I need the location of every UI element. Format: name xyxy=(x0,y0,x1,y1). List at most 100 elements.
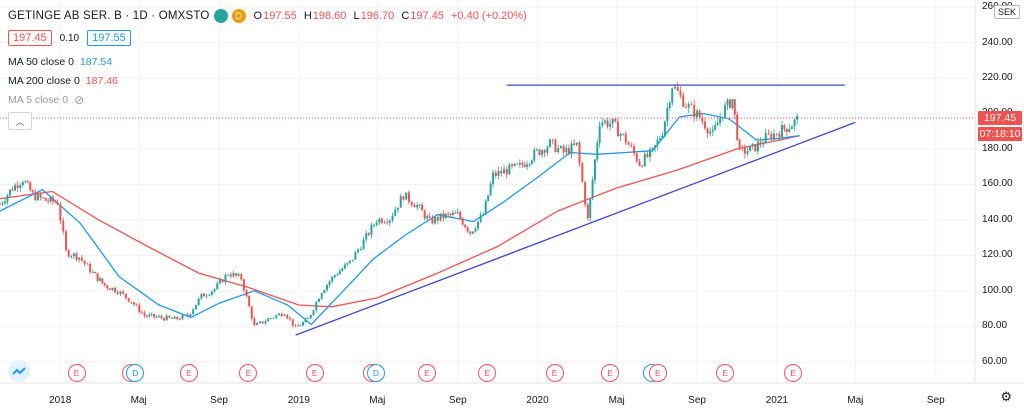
earnings-event-marker[interactable]: E xyxy=(545,364,564,382)
delayed-data-badge[interactable]: D xyxy=(231,9,246,23)
candle xyxy=(633,143,636,156)
dividend-event-marker[interactable]: D xyxy=(367,364,385,382)
candle-body xyxy=(114,287,117,293)
candle xyxy=(370,222,373,238)
candle-body xyxy=(148,314,151,317)
candle xyxy=(354,251,357,260)
candle xyxy=(72,252,75,260)
candle xyxy=(619,132,622,141)
candle xyxy=(163,317,166,322)
currency-badge[interactable]: SEK xyxy=(993,5,1020,19)
candle-body xyxy=(122,291,125,294)
time-axis-label: Maj xyxy=(608,395,625,406)
candle-body xyxy=(331,276,334,282)
candle-body xyxy=(388,220,391,223)
last-price-tag: 197.45 xyxy=(978,111,1022,125)
candle xyxy=(500,166,503,177)
candle-body xyxy=(521,163,524,165)
candle xyxy=(245,288,248,298)
earnings-event-marker[interactable]: E xyxy=(601,364,620,382)
chart-legend: GETINGE AB SER. B · 1D · OMXSTO D O197.5… xyxy=(8,6,531,131)
candle xyxy=(778,131,781,142)
candle xyxy=(663,120,666,138)
candle xyxy=(240,272,243,282)
candle xyxy=(168,315,171,319)
candle xyxy=(790,125,793,130)
low-value: 196.70 xyxy=(360,10,395,22)
candle-body xyxy=(428,216,431,218)
candle xyxy=(229,271,232,279)
candle-body xyxy=(256,323,259,325)
candle-body xyxy=(65,231,68,250)
earnings-event-marker[interactable]: E xyxy=(305,364,324,382)
candle-body xyxy=(304,318,307,323)
dividend-event-marker[interactable]: D xyxy=(126,364,145,382)
candle-body xyxy=(447,213,450,215)
earnings-event-marker[interactable]: E xyxy=(648,364,667,382)
time-axis-label: Sep xyxy=(926,395,945,406)
earnings-event-marker[interactable]: E xyxy=(478,364,497,382)
candle-body xyxy=(143,312,146,316)
candle xyxy=(106,284,109,291)
indicator-ma5[interactable]: MA 5 close 0 ⊘ xyxy=(8,90,531,109)
earnings-event-marker[interactable]: E xyxy=(784,364,803,382)
candle-body xyxy=(649,149,651,158)
candle xyxy=(325,284,328,293)
bar-countdown-tag: 07:18:10 xyxy=(978,127,1022,141)
candle-body xyxy=(423,210,426,219)
candle-body xyxy=(245,290,248,297)
symbol-title[interactable]: GETINGE AB SER. B · 1D · OMXSTO xyxy=(8,10,210,22)
candle xyxy=(65,229,68,252)
candle-body xyxy=(135,304,138,306)
candle-body xyxy=(3,201,6,204)
candle xyxy=(731,99,734,110)
candle-body xyxy=(711,129,714,132)
candle xyxy=(788,124,791,133)
candle xyxy=(367,232,370,237)
candle-body xyxy=(178,319,181,320)
candle-body xyxy=(237,274,240,276)
candle-body xyxy=(661,135,664,139)
candle-body xyxy=(535,149,538,151)
candle-body xyxy=(505,169,508,175)
candle xyxy=(656,136,659,150)
candle-body xyxy=(489,183,492,196)
earnings-event-marker[interactable]: E xyxy=(418,364,436,382)
candle xyxy=(526,160,529,170)
candle-body xyxy=(461,218,464,225)
candle xyxy=(684,103,687,109)
sell-price-box[interactable]: 197.45 xyxy=(8,30,52,46)
indicator-ma50[interactable]: MA 50 close 0 187.54 xyxy=(8,52,531,71)
candle xyxy=(416,202,419,211)
tradingview-logo-icon[interactable] xyxy=(8,360,30,382)
indicator-ma200[interactable]: MA 200 close 0 187.46 xyxy=(8,71,531,90)
earnings-event-marker[interactable]: E xyxy=(239,364,258,382)
earnings-event-marker[interactable]: E xyxy=(179,364,198,382)
buy-price-box[interactable]: 197.55 xyxy=(87,30,131,46)
market-open-icon[interactable] xyxy=(213,9,228,23)
candle xyxy=(603,119,606,125)
candle-body xyxy=(716,123,719,126)
time-axis-label: 2018 xyxy=(49,395,72,406)
candle-body xyxy=(646,153,649,158)
gear-icon[interactable]: ⚙ xyxy=(1000,389,1012,404)
collapse-legend-button[interactable]: ︿ xyxy=(8,112,32,130)
candle xyxy=(280,312,283,318)
candle-body xyxy=(754,144,757,152)
candle-body xyxy=(96,273,99,281)
earnings-event-marker[interactable]: E xyxy=(67,364,86,382)
candle-body xyxy=(413,204,416,208)
candle-body xyxy=(559,146,562,149)
candle xyxy=(646,150,649,159)
candle xyxy=(1,201,4,207)
hidden-eye-icon[interactable]: ⊘ xyxy=(74,92,85,107)
candle xyxy=(333,274,336,280)
candle xyxy=(567,144,570,156)
candle xyxy=(338,268,341,275)
candle-body xyxy=(394,209,397,216)
candle-body xyxy=(165,315,168,321)
earnings-event-marker[interactable]: E xyxy=(716,364,735,382)
candle-body xyxy=(399,196,402,208)
candle-body xyxy=(232,273,235,277)
